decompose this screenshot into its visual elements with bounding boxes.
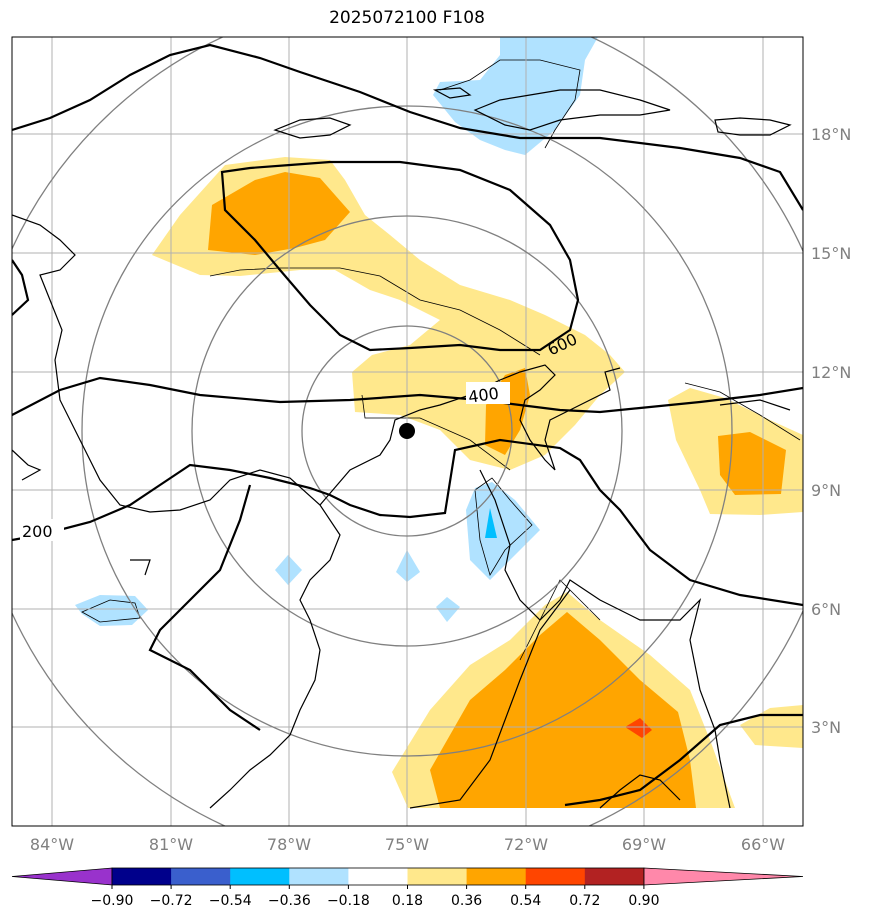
lat-label: 18°N: [811, 125, 851, 144]
colorbar-segment: [584, 868, 645, 885]
contour-labels: 200 400 600: [20, 329, 580, 541]
colorbar-tick-label: −0.72: [150, 893, 193, 909]
range-rings: [12, 37, 803, 826]
lat-label: 6°N: [811, 600, 841, 619]
lon-label: 84°W: [30, 835, 74, 854]
colorbar-tick-label: 0.72: [569, 893, 600, 909]
map-title: 2025072100 F108: [329, 8, 485, 28]
colorbar-tick-label: −0.54: [209, 893, 252, 909]
colorbar-tick-label: 0.54: [510, 893, 541, 909]
colorbar-segment: [466, 868, 527, 885]
colorbar-segment: [348, 868, 408, 885]
lon-label: 78°W: [267, 835, 311, 854]
lon-label: 81°W: [149, 835, 193, 854]
colorbar-segment: [230, 868, 290, 885]
positive-anomaly-fill: [152, 157, 803, 808]
colorbar-tick-label: −0.18: [327, 893, 370, 909]
colorbar-segment: [171, 868, 231, 885]
lat-label: 12°N: [811, 363, 851, 382]
colorbar-tick-label: −0.90: [91, 893, 134, 909]
lon-labels: 84°W 81°W 78°W 75°W 72°W 69°W 66°W: [30, 835, 785, 854]
thick-contours: [12, 43, 803, 807]
colorbar-segment: [525, 868, 586, 885]
colorbar-tick-label: 0.18: [392, 893, 423, 909]
lon-label: 66°W: [741, 835, 785, 854]
lat-label: 9°N: [811, 481, 841, 500]
contour-label-200: 200: [22, 522, 53, 541]
colorbar-extend-low: [11, 867, 113, 886]
map-frame: [11, 36, 804, 827]
colorbar-tick-label: 0.36: [451, 893, 482, 909]
lat-label: 3°N: [811, 718, 841, 737]
lat-label: 15°N: [811, 244, 851, 263]
colorbar: −0.90 −0.72 −0.54 −0.36 −0.18 0.18 0.36 0.54 0.7…: [11, 867, 804, 909]
colorbar-segment: [407, 868, 468, 885]
colorbar-segment: [289, 868, 349, 885]
colorbar-segment: [112, 868, 172, 885]
colorbar-tick-label: −0.36: [268, 893, 311, 909]
lon-label: 72°W: [504, 835, 548, 854]
lon-label: 75°W: [385, 835, 429, 854]
thin-contours: [81, 59, 801, 661]
lat-labels: 18°N 15°N 12°N 9°N 6°N 3°N: [811, 125, 851, 737]
contour-label-400: 400: [467, 384, 500, 407]
colorbar-outline: [111, 867, 645, 886]
center-marker: [399, 423, 415, 439]
colorbar-extend-high: [643, 867, 804, 886]
lon-label: 69°W: [622, 835, 666, 854]
colorbar-tick-label: 0.90: [628, 893, 659, 909]
